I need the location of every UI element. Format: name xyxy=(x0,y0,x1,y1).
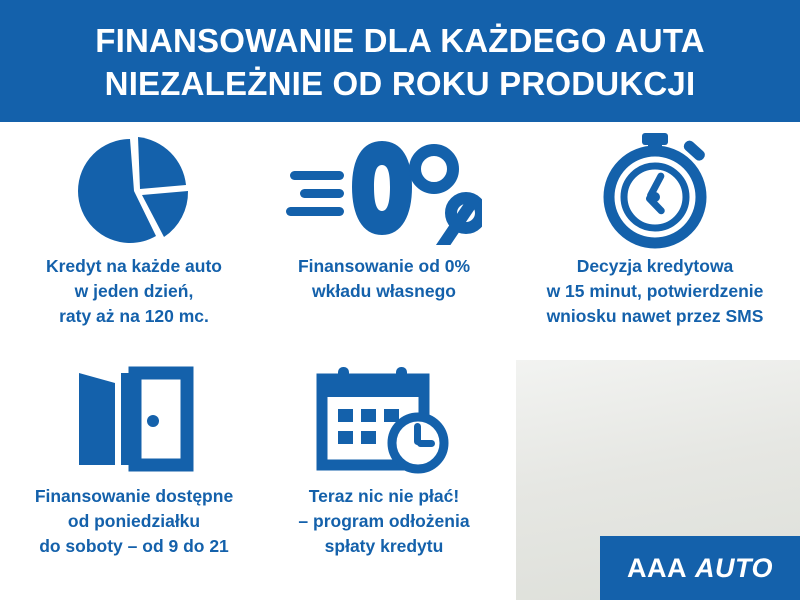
stopwatch-icon xyxy=(590,130,720,250)
feature-caption: Finansowanie od 0% wkładu własnego xyxy=(297,256,471,301)
feature-item-deferral: Teraz nic nie płać! – program odłożenia … xyxy=(258,360,510,559)
feature-caption: Decyzja kredytowa w 15 minut, potwierdze… xyxy=(546,256,764,326)
feature-item-credit: Kredyt na każde auto w jeden dzień, raty… xyxy=(8,130,260,329)
features-grid: Kredyt na każde auto w jeden dzień, raty… xyxy=(0,122,800,600)
header-banner: FINANSOWANIE DLA KAŻDEGO AUTA NIEZALEŻNI… xyxy=(0,0,800,122)
pie-chart-icon xyxy=(68,130,200,250)
feature-caption: Finansowanie dostępne od poniedziałku do… xyxy=(34,486,234,556)
header-line-1: FINANSOWANIE DLA KAŻDEGO AUTA xyxy=(95,22,705,60)
zero-percent-icon xyxy=(286,130,482,250)
feature-caption: Teraz nic nie płać! – program odłożenia … xyxy=(298,486,470,556)
feature-item-decision: Decyzja kredytowa w 15 minut, potwierdze… xyxy=(516,130,794,329)
calendar-clock-icon xyxy=(314,360,454,480)
feature-caption: Kredyt na każde auto w jeden dzień, raty… xyxy=(45,256,223,326)
logo-suffix: AUTO xyxy=(695,552,774,583)
logo-prefix: AAA xyxy=(626,552,687,583)
logo-text: AAA AUTO xyxy=(627,553,773,584)
feature-item-availability: Finansowanie dostępne od poniedziałku do… xyxy=(8,360,260,559)
feature-item-zero-percent: Finansowanie od 0% wkładu własnego xyxy=(258,130,510,304)
header-line-2: NIEZALEŻNIE OD ROKU PRODUKCJI xyxy=(104,65,696,102)
open-door-icon xyxy=(69,360,199,480)
brand-logo: AAA AUTO xyxy=(600,536,800,600)
